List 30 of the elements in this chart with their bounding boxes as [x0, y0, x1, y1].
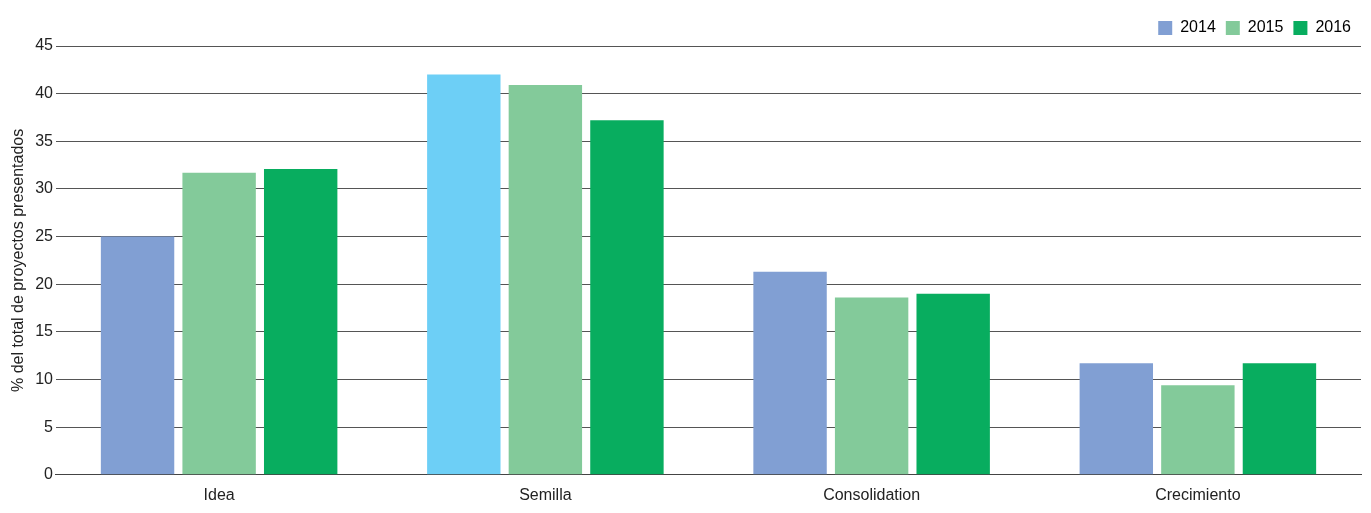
y-tick-label: 20: [35, 274, 54, 292]
bar: [427, 74, 501, 475]
x-tick-label: Crecimiento: [1155, 485, 1241, 503]
legend-label: 2014: [1180, 18, 1216, 36]
bar: [263, 168, 338, 475]
y-tick-label: 45: [35, 36, 54, 54]
x-tick-label: Consolidation: [823, 485, 921, 503]
bar: [1161, 385, 1235, 475]
bar: [1079, 363, 1154, 475]
bar: [834, 297, 909, 475]
y-tick-label: 10: [35, 369, 54, 387]
legend-label: 2016: [1315, 18, 1352, 36]
bar: [916, 293, 990, 475]
y-tick-label: 40: [35, 84, 54, 102]
x-tick-label: Idea: [203, 485, 235, 503]
bar: [182, 172, 256, 475]
y-tick-label: 25: [35, 226, 54, 244]
y-tick-label: 30: [35, 179, 54, 197]
y-tick-label: 0: [44, 465, 54, 483]
y-axis-title: % del total de proyectos presentados: [9, 128, 27, 393]
bar: [100, 236, 175, 475]
legend-label: 2015: [1247, 18, 1284, 36]
bar: [508, 85, 583, 475]
y-tick-label: 15: [35, 322, 54, 340]
bar: [753, 271, 827, 475]
y-tick-label: 5: [44, 417, 54, 435]
bar: [1242, 363, 1317, 475]
bar: [590, 120, 664, 475]
y-tick-label: 35: [35, 131, 54, 149]
x-tick-label: Semilla: [519, 485, 572, 503]
